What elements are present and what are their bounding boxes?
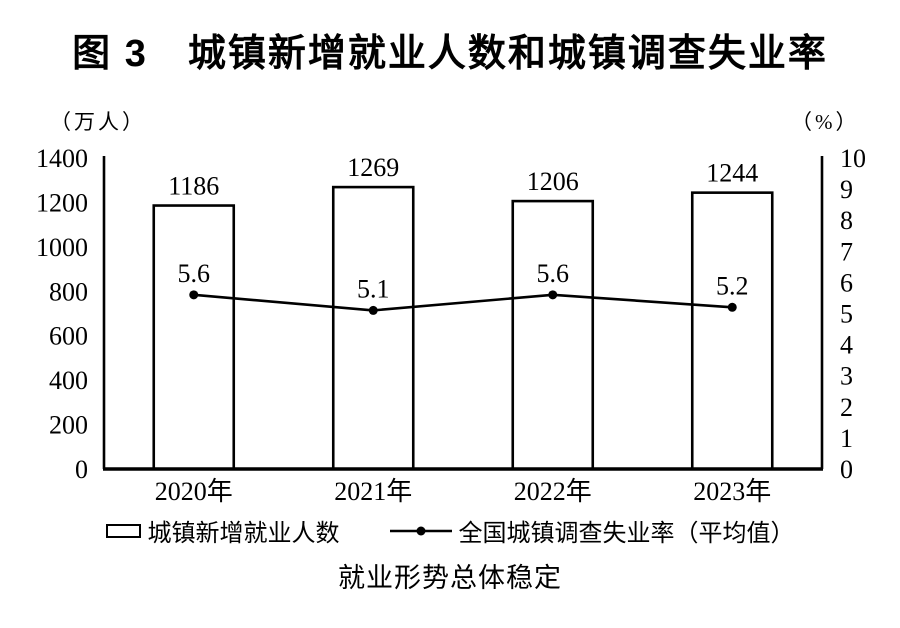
right-axis-tick-label: 5 — [840, 300, 853, 329]
left-axis-tick-label: 200 — [49, 411, 88, 440]
bar-value-label: 1269 — [347, 153, 399, 182]
trend-line — [193, 293, 733, 312]
bar — [152, 204, 236, 471]
x-axis-category-label: 2023年 — [693, 477, 771, 506]
chart-title: 图 3 城镇新增就业人数和城镇调查失业率 — [72, 33, 828, 75]
right-axis-tick-label: 6 — [840, 268, 853, 297]
right-axis-tick-label: 4 — [840, 331, 853, 360]
right-axis-unit-label: （%） — [791, 110, 860, 134]
figure-caption: 就业形势总体稳定 — [338, 563, 562, 593]
left-axis-tick-label: 1400 — [36, 144, 88, 173]
bar — [331, 185, 415, 471]
right-axis-tick-label: 7 — [840, 237, 853, 266]
line-value-label: 5.2 — [716, 271, 749, 300]
legend-item-bars: 城镇新增就业人数 — [105, 513, 340, 548]
right-axis-tick-label: 0 — [840, 455, 853, 484]
line-value-label: 5.6 — [178, 259, 211, 288]
left-axis-tick-label: 1000 — [36, 233, 88, 262]
left-axis-tick-label: 800 — [49, 277, 88, 306]
bar-value-label: 1186 — [168, 172, 219, 201]
left-axis-tick-label: 1200 — [36, 188, 88, 217]
bar — [511, 199, 595, 471]
data-point-dot — [727, 302, 737, 312]
bar — [690, 191, 774, 471]
legend-bar-label: 城镇新增就业人数 — [147, 521, 340, 547]
x-axis-category-label: 2020年 — [155, 477, 233, 506]
right-axis-tick-label: 2 — [840, 393, 853, 422]
data-point-dot — [548, 290, 558, 300]
right-axis-tick-label: 3 — [840, 362, 853, 391]
right-axis-tick-label: 1 — [840, 424, 853, 453]
legend-line-label: 全国城镇调查失业率（平均值） — [458, 521, 795, 547]
data-point-dot — [368, 305, 378, 315]
data-point-dot — [189, 290, 199, 300]
bar-value-label: 1244 — [706, 159, 758, 188]
right-axis-tick-label: 10 — [840, 144, 866, 173]
left-axis-tick-label: 400 — [49, 366, 88, 395]
bar-value-label: 1206 — [527, 167, 579, 196]
left-axis-unit-label: （万人） — [50, 110, 146, 134]
line-dot-swatch-icon — [389, 526, 452, 535]
line-value-label: 5.1 — [357, 274, 390, 303]
left-axis-tick-label: 600 — [49, 322, 88, 351]
right-axis-tick-label: 8 — [840, 206, 853, 235]
right-axis-tick-label: 9 — [840, 175, 853, 204]
line-value-label: 5.6 — [537, 259, 570, 288]
bar-swatch-icon — [105, 523, 141, 538]
x-axis-category-label: 2022年 — [514, 477, 592, 506]
legend: 城镇新增就业人数 全国城镇调查失业率（平均值） — [0, 513, 900, 548]
legend-item-line: 全国城镇调查失业率（平均值） — [389, 513, 795, 548]
x-axis-category-label: 2021年 — [334, 477, 412, 506]
left-axis-tick-label: 0 — [75, 455, 88, 484]
